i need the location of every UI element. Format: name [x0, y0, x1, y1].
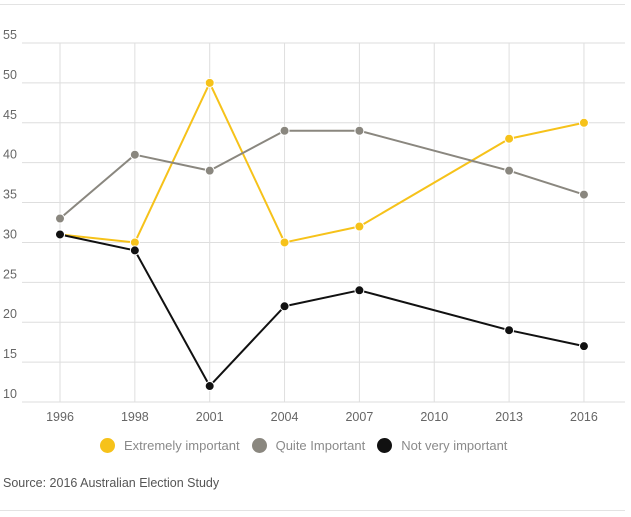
x-tick-label: 2001	[196, 410, 224, 424]
data-point-extremely-important[interactable]	[204, 77, 215, 88]
y-tick-label: 45	[3, 108, 17, 122]
data-point-quite-important[interactable]	[279, 125, 290, 136]
legend-swatch-not-very-important	[377, 438, 393, 453]
data-point-not-very-important[interactable]	[578, 341, 589, 352]
x-tick-label: 2004	[271, 410, 299, 424]
data-point-extremely-important[interactable]	[504, 133, 515, 144]
data-point-not-very-important[interactable]	[129, 245, 140, 256]
y-tick-label: 40	[3, 148, 17, 162]
horizontal-gridlines	[22, 42, 625, 403]
vertical-gridlines	[59, 43, 585, 402]
y-tick-label: 20	[3, 307, 17, 321]
data-point-quite-important[interactable]	[55, 213, 65, 224]
data-point-quite-important[interactable]	[504, 165, 515, 176]
data-point-quite-important[interactable]	[129, 149, 140, 160]
bottom-divider	[0, 510, 625, 511]
legend-swatch-extremely-important	[100, 438, 115, 453]
data-point-not-very-important[interactable]	[55, 229, 65, 240]
legend: Extremely important Quite Important Not …	[100, 438, 519, 453]
legend-label: Quite Important	[275, 438, 366, 453]
x-tick-label: 1998	[121, 410, 149, 424]
x-axis-tick-labels: 1996 1998 2001 2004 2007 2010 2013 2016	[46, 410, 598, 424]
data-point-quite-important[interactable]	[354, 125, 365, 136]
legend-label: Extremely important	[124, 438, 240, 453]
x-tick-label: 2007	[345, 410, 373, 424]
x-tick-label: 2010	[420, 410, 448, 424]
series-line-not-very-important	[59, 233, 585, 388]
top-divider	[0, 4, 625, 5]
data-point-extremely-important[interactable]	[578, 117, 589, 128]
data-point-not-very-important[interactable]	[279, 301, 290, 312]
legend-item-not-very-important[interactable]: Not very important	[377, 438, 507, 453]
data-point-quite-important[interactable]	[578, 189, 589, 200]
y-axis-tick-labels: 10 15 20 25 30 35 40 45 50 55	[3, 28, 17, 401]
y-tick-label: 10	[3, 387, 17, 401]
data-point-extremely-important[interactable]	[354, 221, 365, 232]
line-chart: 10 15 20 25 30 35 40 45 50 55 1996 1998 2001 2004 200…	[3, 28, 625, 424]
x-tick-label: 2013	[495, 410, 523, 424]
x-tick-label: 1996	[46, 410, 74, 424]
series-line-quite-important	[59, 129, 585, 220]
legend-item-quite-important[interactable]: Quite Important	[251, 438, 366, 453]
x-tick-label: 2016	[570, 410, 598, 424]
legend-label: Not very important	[401, 438, 508, 453]
y-tick-label: 50	[3, 68, 17, 82]
y-tick-label: 15	[3, 347, 17, 361]
data-point-not-very-important[interactable]	[204, 381, 215, 392]
y-tick-label: 25	[3, 267, 17, 281]
data-point-extremely-important[interactable]	[279, 237, 290, 248]
legend-swatch-quite-important	[251, 438, 267, 453]
source-note: Source: 2016 Australian Election Study	[3, 476, 220, 490]
y-tick-label: 30	[3, 227, 17, 241]
data-point-quite-important[interactable]	[204, 165, 215, 176]
legend-item-extremely-important[interactable]: Extremely important	[100, 438, 240, 453]
y-tick-label: 55	[3, 28, 17, 42]
y-tick-label: 35	[3, 188, 17, 202]
data-point-not-very-important[interactable]	[504, 325, 515, 336]
series-points	[55, 77, 589, 392]
series-lines	[59, 81, 585, 388]
data-point-not-very-important[interactable]	[354, 285, 365, 296]
